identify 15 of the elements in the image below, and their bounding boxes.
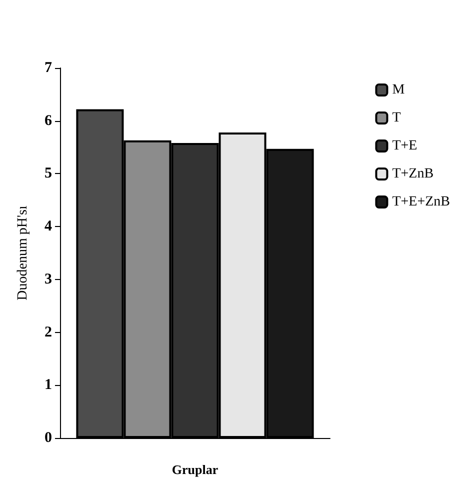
y-axis-title: Duodenum pH'sı [16,206,30,300]
y-tick-label: 7 [44,60,52,76]
legend-label: M [392,82,406,98]
y-tick-label: 1 [44,377,52,394]
y-tick-label: 5 [44,166,52,182]
y-tick-label: 6 [44,112,52,129]
legend-label: T+ZnB [392,166,434,182]
x-axis-title: Gruplar [172,462,218,477]
y-tick-label: 2 [44,324,52,340]
y-tick-label: 3 [44,271,52,288]
legend-label: T+E [392,138,418,154]
legend-label: T+E+ZnB [392,194,450,210]
legend-label: T [392,110,402,126]
y-tick-label: 4 [44,218,52,235]
y-tick-label: 0 [44,430,52,446]
